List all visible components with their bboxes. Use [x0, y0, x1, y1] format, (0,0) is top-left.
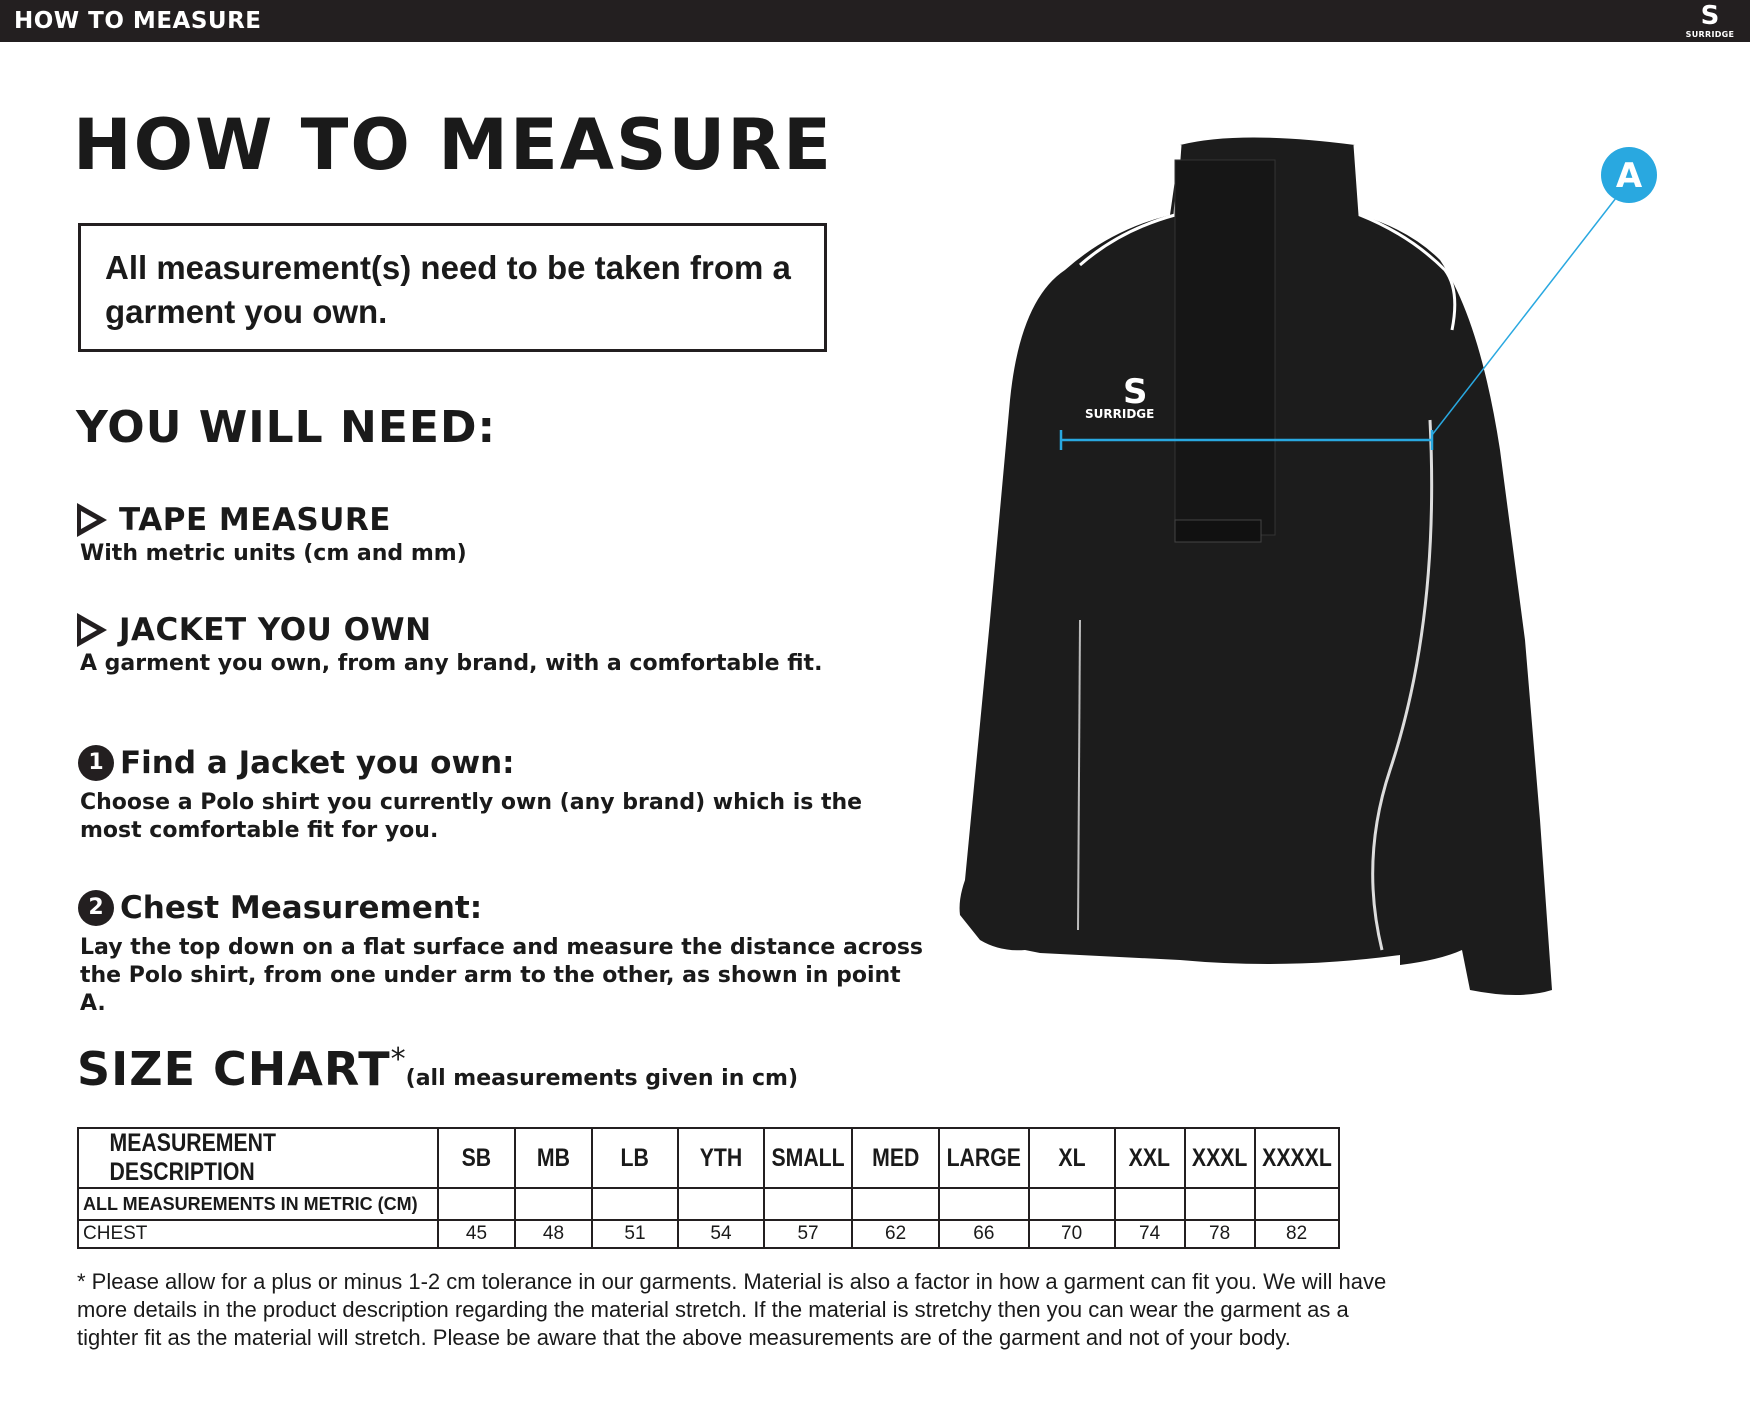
- jacket-image: S SURRIDGE A: [959, 137, 1657, 995]
- row-label: CHEST: [77, 1219, 439, 1249]
- table-cell: 51: [591, 1219, 679, 1249]
- row-label: ALL MEASUREMENTS IN METRIC (CM): [77, 1187, 439, 1221]
- table-cell: LB: [591, 1127, 679, 1189]
- svg-text:S: S: [1123, 372, 1148, 412]
- table-cell: SB: [437, 1127, 516, 1189]
- table-cell: [1183, 1187, 1256, 1221]
- you-will-need-heading: YOU WILL NEED:: [76, 402, 497, 453]
- page-title: HOW TO MEASURE: [73, 104, 833, 186]
- size-chart-table: MEASUREMENT DESCRIPTION SB MB LB YTH SMALL MED…: [77, 1127, 1340, 1249]
- table-cell: [851, 1187, 941, 1221]
- step-2: 2 Chest Measurement: Lay the top down on …: [78, 890, 924, 1016]
- table-cell: [514, 1187, 593, 1221]
- table-cell: 70: [1027, 1219, 1116, 1249]
- table-cell: 82: [1253, 1219, 1340, 1249]
- table-cell: [1253, 1187, 1340, 1221]
- step-number-icon: 1: [78, 745, 114, 781]
- top-bar-title: HOW TO MEASURE: [14, 8, 262, 34]
- table-cell: [591, 1187, 679, 1221]
- surridge-logo: S SURRIDGE: [1685, 1, 1735, 39]
- instruction-note: All measurement(s) need to be taken from…: [78, 223, 827, 352]
- row-label: MEASUREMENT DESCRIPTION: [77, 1127, 439, 1189]
- table-cell: 54: [677, 1219, 765, 1249]
- step-1: 1 Find a Jacket you own: Choose a Polo sh…: [78, 745, 863, 843]
- footnote: * Please allow for a plus or minus 1-2 c…: [77, 1269, 1387, 1350]
- table-cell: XXXXL: [1253, 1127, 1340, 1189]
- table-cell: MB: [514, 1127, 593, 1189]
- table-cell: XL: [1027, 1127, 1116, 1189]
- svg-text:A: A: [1616, 156, 1643, 196]
- table-cell: 66: [938, 1219, 1030, 1249]
- top-bar: HOW TO MEASURE S SURRIDGE: [0, 0, 1750, 42]
- table-cell: LARGE: [938, 1127, 1030, 1189]
- triangle-bullet-icon: [77, 503, 107, 537]
- table-cell: [762, 1187, 854, 1221]
- table-cell: XXXL: [1183, 1127, 1256, 1189]
- table-cell: 45: [437, 1219, 516, 1249]
- point-a-marker: [1601, 147, 1657, 203]
- table-cell: [437, 1187, 516, 1221]
- table-row: ALL MEASUREMENTS IN METRIC (CM): [77, 1187, 1340, 1221]
- table-cell: [1113, 1187, 1186, 1221]
- table-row: CHEST 45 48 51 54 57 62 66 70 74 78 82: [77, 1219, 1340, 1249]
- need-item-jacket: JACKET YOU OWN A garment you own, from a…: [77, 612, 822, 678]
- table-cell: XXL: [1113, 1127, 1186, 1189]
- table-cell: MED: [851, 1127, 941, 1189]
- size-chart-heading: SIZE CHART*(all measurements given in cm…: [77, 1042, 799, 1096]
- step-number-icon: 2: [78, 890, 114, 926]
- table-cell: 62: [851, 1219, 941, 1249]
- triangle-bullet-icon: [77, 613, 107, 647]
- table-cell: 78: [1183, 1219, 1256, 1249]
- table-header-row: MEASUREMENT DESCRIPTION SB MB LB YTH SMALL MED…: [77, 1127, 1340, 1189]
- need-item-tape: TAPE MEASURE With metric units (cm and m…: [77, 502, 467, 568]
- svg-text:SURRIDGE: SURRIDGE: [1085, 407, 1154, 421]
- table-cell: YTH: [677, 1127, 765, 1189]
- table-cell: [938, 1187, 1030, 1221]
- table-cell: SMALL: [762, 1127, 854, 1189]
- table-cell: 48: [514, 1219, 593, 1249]
- table-cell: 74: [1113, 1219, 1186, 1249]
- table-cell: [1027, 1187, 1116, 1221]
- table-cell: [677, 1187, 765, 1221]
- table-cell: 57: [762, 1219, 854, 1249]
